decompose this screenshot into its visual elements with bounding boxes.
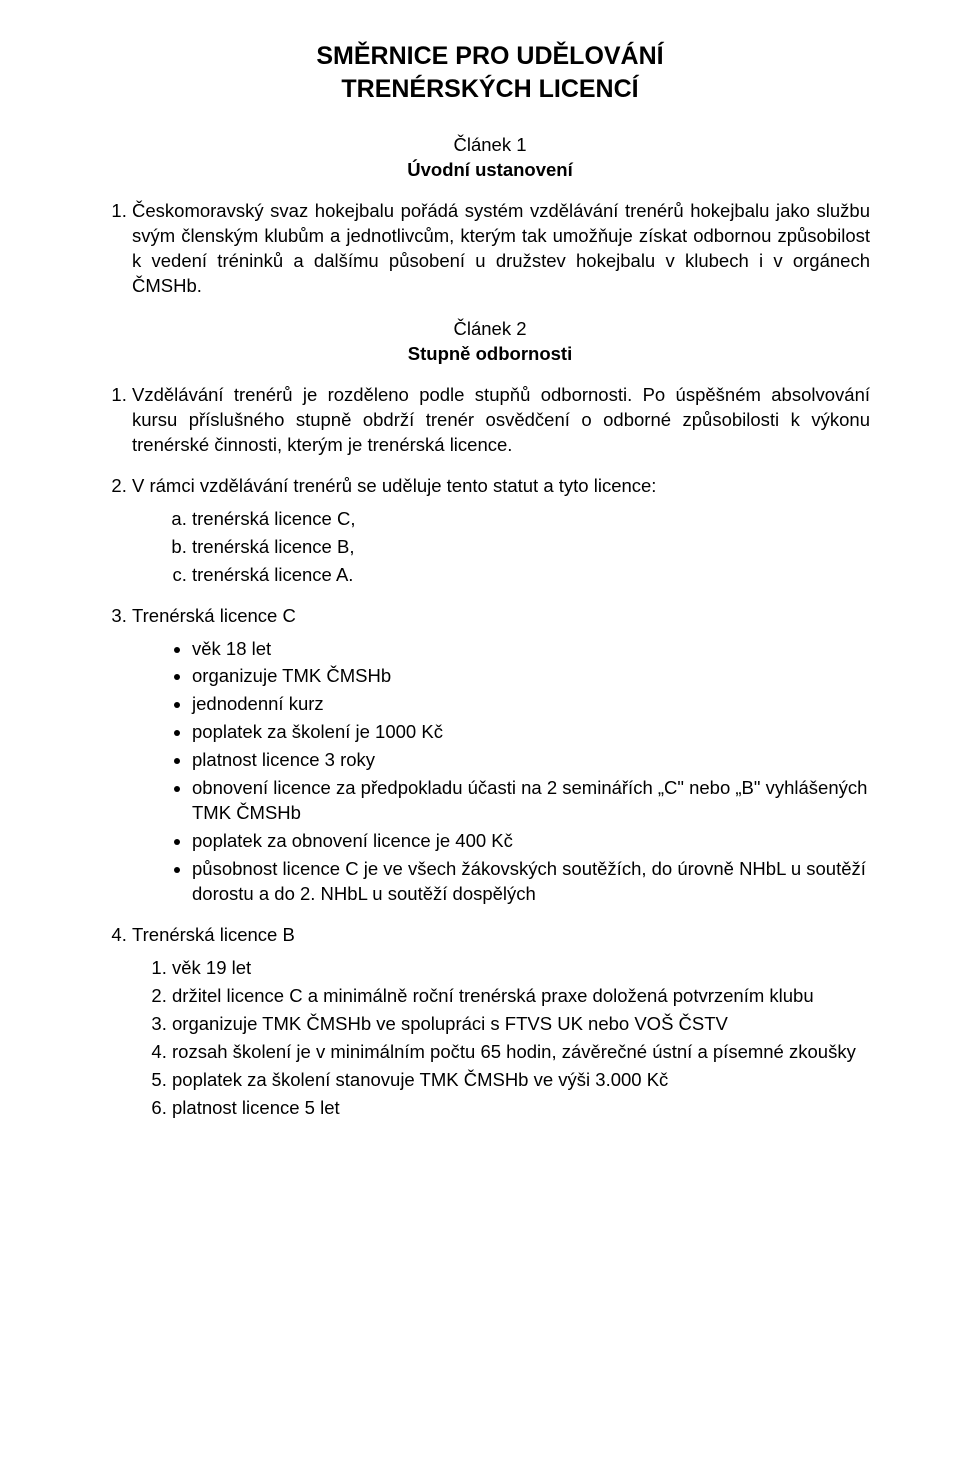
document-page: SMĚRNICE PRO UDĚLOVÁNÍ TRENÉRSKÝCH LICEN… — [0, 0, 960, 1476]
license-c-req-5: platnost licence 3 roky — [192, 748, 870, 773]
license-c-req-2: organizuje TMK ČMSHb — [192, 664, 870, 689]
article-2-item-2-intro: V rámci vzdělávání trenérů se uděluje te… — [132, 475, 656, 496]
article-2-name: Stupně odbornosti — [110, 342, 870, 367]
license-b-req-1: věk 19 let — [172, 956, 870, 981]
license-b-req-2: držitel licence C a minimálně roční tren… — [172, 984, 870, 1009]
article-2-item-4-intro: Trenérská licence B — [132, 924, 295, 945]
article-2-item-2: V rámci vzdělávání trenérů se uděluje te… — [132, 474, 870, 588]
article-1-name: Úvodní ustanovení — [110, 158, 870, 183]
license-c-req-4: poplatek za školení je 1000 Kč — [192, 720, 870, 745]
title-line-2: TRENÉRSKÝCH LICENCÍ — [341, 75, 638, 103]
article-1-item-1: Českomoravský svaz hokejbalu pořádá syst… — [132, 199, 870, 299]
license-c-req-1: věk 18 let — [192, 637, 870, 662]
article-2-item-2-letters: trenérská licence C, trenérská licence B… — [132, 507, 870, 588]
license-c-req-6: obnovení licence za předpokladu účasti n… — [192, 776, 870, 826]
license-b-req-3: organizuje TMK ČMSHb ve spolupráci s FTV… — [172, 1012, 870, 1037]
license-c-req-3: jednodenní kurz — [192, 692, 870, 717]
license-b-req-5: poplatek za školení stanovuje TMK ČMSHb … — [172, 1068, 870, 1093]
article-1-list: Českomoravský svaz hokejbalu pořádá syst… — [110, 199, 870, 299]
article-2-item-3: Trenérská licence C věk 18 let organizuj… — [132, 604, 870, 908]
article-2-item-1: Vzdělávání trenérů je rozděleno podle st… — [132, 383, 870, 458]
article-2-item-4: Trenérská licence B věk 19 let držitel l… — [132, 923, 870, 1121]
license-c-req-7: poplatek za obnovení licence je 400 Kč — [192, 829, 870, 854]
license-type-b: trenérská licence B, — [192, 535, 870, 560]
license-type-a: trenérská licence A. — [192, 563, 870, 588]
license-b-requirements: věk 19 let držitel licence C a minimálně… — [132, 956, 870, 1121]
article-2-heading: Článek 2 Stupně odbornosti — [110, 317, 870, 367]
license-type-c: trenérská licence C, — [192, 507, 870, 532]
article-2-number: Článek 2 — [110, 317, 870, 342]
article-2-list: Vzdělávání trenérů je rozděleno podle st… — [110, 383, 870, 1121]
article-1-heading: Článek 1 Úvodní ustanovení — [110, 133, 870, 183]
article-1-number: Článek 1 — [110, 133, 870, 158]
title-line-1: SMĚRNICE PRO UDĚLOVÁNÍ — [316, 42, 663, 70]
license-b-req-6: platnost licence 5 let — [172, 1096, 870, 1121]
license-c-requirements: věk 18 let organizuje TMK ČMSHb jednoden… — [132, 637, 870, 908]
license-c-req-8: působnost licence C je ve všech žákovský… — [192, 857, 870, 907]
license-b-req-4: rozsah školení je v minimálním počtu 65 … — [172, 1040, 870, 1065]
article-2-item-3-intro: Trenérská licence C — [132, 605, 296, 626]
document-title: SMĚRNICE PRO UDĚLOVÁNÍ TRENÉRSKÝCH LICEN… — [110, 40, 870, 105]
